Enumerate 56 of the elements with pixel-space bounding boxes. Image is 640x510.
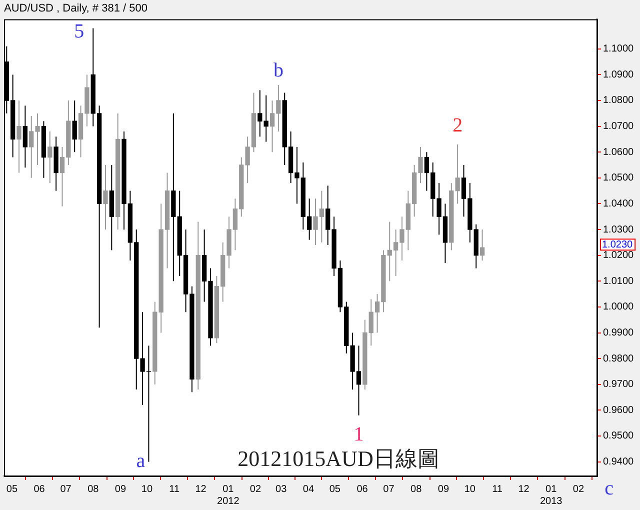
x-tick-label: 08 <box>410 484 422 495</box>
x-tick-label: 10 <box>141 484 153 495</box>
x-tick-label: 12 <box>195 484 207 495</box>
annotation: 5 <box>74 20 84 42</box>
y-tick-label: 1.1000 <box>603 44 634 55</box>
x-tick-label: 12 <box>518 484 530 495</box>
y-tick-label: 1.0600 <box>603 146 634 158</box>
y-tick-label: 1.0400 <box>603 198 634 210</box>
candlestick <box>480 229 485 262</box>
y-tick-label: 1.0700 <box>603 121 634 132</box>
x-tick-label: 09 <box>114 484 126 495</box>
x-tick-label: 11 <box>169 484 180 495</box>
y-tick-label: 0.9600 <box>603 404 634 416</box>
annotation: 2 <box>452 114 463 137</box>
x-tick-label: 06 <box>356 484 368 495</box>
x-tick-label: 05 <box>329 484 341 495</box>
y-tick-label: 0.9900 <box>603 328 634 339</box>
x-tick-label: 06 <box>34 484 46 495</box>
text: 20121015AUD日線圖 <box>238 446 440 471</box>
x-tick-label: 02 <box>250 484 262 495</box>
y-tick-label: 0.9800 <box>603 353 634 364</box>
candlestick <box>72 100 77 153</box>
x-tick-label: 05 <box>6 484 18 495</box>
y-tick-label: 1.0100 <box>603 276 634 287</box>
y-tick-label: 1.0200 <box>603 250 634 262</box>
x-tick-label: 10 <box>464 484 476 495</box>
y-tick-label: 1.0800 <box>603 95 634 106</box>
y-tick-label: 0.9400 <box>603 456 634 468</box>
x-tick-label: 11 <box>492 484 503 495</box>
candlestick <box>103 164 108 230</box>
text: 1.0230 <box>602 239 634 250</box>
y-tick-label: 1.0300 <box>603 224 634 236</box>
y-tick-label: 0.9500 <box>603 430 634 442</box>
annotation: b <box>273 59 284 82</box>
chart-title: AUD/USD , Daily, # 381 / 500 <box>4 2 148 15</box>
annotation: a <box>136 450 146 472</box>
candlestick <box>22 105 28 168</box>
y-tick-label: 1.0500 <box>603 172 634 184</box>
text: c <box>604 477 614 500</box>
x-tick-label: 07 <box>383 484 395 495</box>
y-tick-label: 1.0900 <box>603 69 634 80</box>
candlestick <box>48 130 52 184</box>
x-tick-label: 09 <box>438 484 450 495</box>
x-tick-label: 01 2012 <box>217 484 240 507</box>
x-tick-label: 04 <box>302 484 314 495</box>
candlestick <box>258 90 262 138</box>
x-tick-label: 02 <box>572 484 584 495</box>
x-tick-label: 03 <box>276 484 288 495</box>
candlestick <box>264 94 268 142</box>
y-tick-label: 1.0000 <box>603 302 634 313</box>
candlestick <box>16 100 22 174</box>
x-tick-label: 07 <box>60 484 72 495</box>
x-tick-label: 08 <box>88 484 100 495</box>
y-tick-label: 0.9700 <box>603 379 634 390</box>
annotation: 1 <box>354 424 364 446</box>
x-tick-label: 01 2013 <box>540 484 563 507</box>
